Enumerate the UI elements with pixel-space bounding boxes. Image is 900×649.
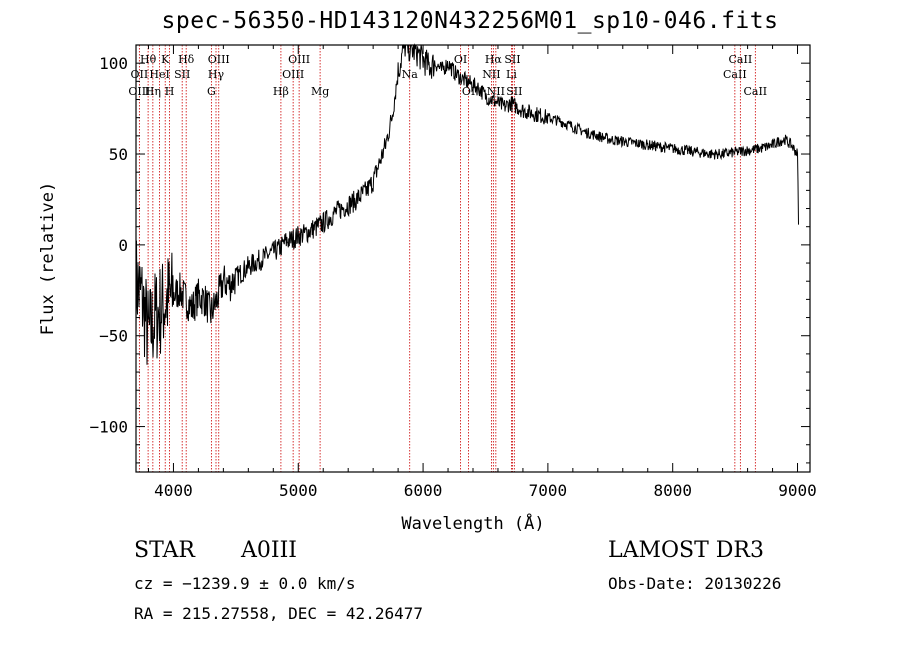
line-label-16: Na [402,68,419,81]
line-label-20: SII [504,53,520,66]
x-tick-label-0: 4000 [154,481,193,500]
y-tick-label-2: 0 [118,236,128,255]
x-tick-label-5: 9000 [778,481,817,500]
x-tick-label-3: 7000 [529,481,568,500]
line-label-4: HeI [149,68,169,81]
line-label-1: OII [131,68,149,81]
object-class: A0III [241,538,297,563]
x-tick-label-4: 8000 [653,481,692,500]
object-type: STAR [134,538,195,563]
ra-dec: RA = 215.27558, DEC = 42.26477 [134,604,423,623]
x-tick-label-2: 6000 [404,481,443,500]
line-label-3: K [161,53,170,66]
line-label-18: OI [462,85,475,98]
line-label-12: OIII [288,53,310,66]
chart-title: spec-56350-HD143120N432256M01_sp10-046.f… [161,8,779,34]
line-annotations: Hθ OII OIII K HeI Hη SII H Hδ OIII Hγ G OIII OIII Hβ Mg… [128,53,767,98]
y-axis-label: Flux (relative) [38,182,58,336]
line-label-26: CaII [723,68,747,81]
axis-ticks: 4000 5000 6000 7000 8000 9000 −100 −50 0 50 100 [89,44,817,500]
spectrum-line [135,43,799,365]
plot-frame [135,44,811,473]
line-label-22: Li [506,68,517,81]
line-label-2: OIII [128,85,150,98]
y-tick-label-1: −50 [99,327,128,346]
line-label-13: OIII [282,68,304,81]
line-label-10: Hγ [208,68,225,81]
line-label-23: NII [487,85,505,98]
line-label-27: CaII [743,85,767,98]
line-markers [138,45,756,472]
line-label-17: OI [454,53,467,66]
line-label-8: Hδ [178,53,195,66]
y-tick-label-3: 50 [109,145,128,164]
line-label-5: Hη [145,85,161,98]
line-label-7: H [165,85,175,98]
line-label-15: Mg [311,85,329,98]
y-tick-label-0: −100 [89,418,128,437]
x-tick-label-1: 5000 [279,481,318,500]
line-label-21: NII [482,68,500,81]
survey-name: LAMOST DR3 [608,538,764,563]
line-label-25: CaII [729,53,753,66]
line-label-14: Hβ [273,85,289,98]
line-label-6: SII [174,68,190,81]
y-tick-label-4: 100 [99,54,128,73]
line-label-24: SII [506,85,522,98]
line-label-0: Hθ [140,53,157,66]
x-axis-label: Wavelength (Å) [401,512,544,534]
observation-date: Obs-Date: 20130226 [608,574,782,593]
redshift-cz: cz = −1239.9 ± 0.0 km/s [134,574,356,593]
line-label-11: G [207,85,216,98]
line-label-9: OIII [208,53,230,66]
spectrum-group [135,43,799,365]
line-label-19: Hα [485,53,503,66]
